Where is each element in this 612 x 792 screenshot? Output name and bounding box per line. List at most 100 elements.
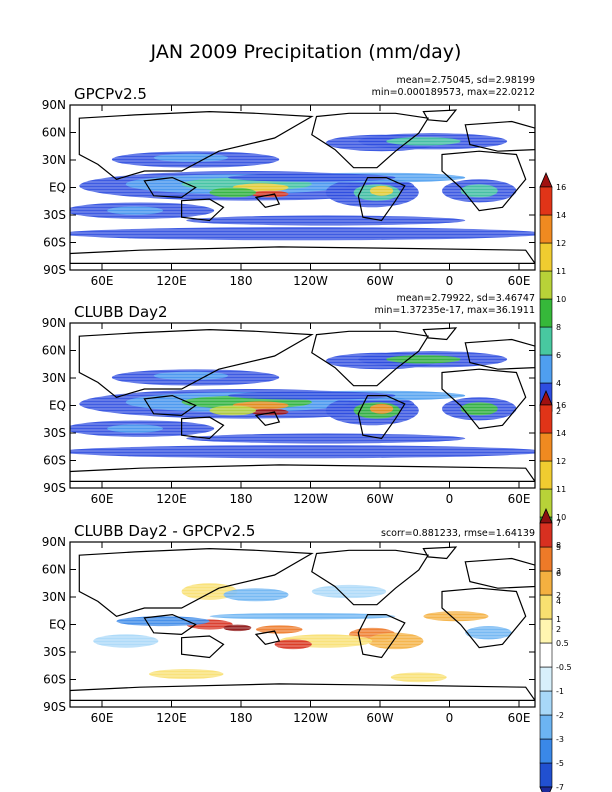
- coastline: [441, 587, 527, 649]
- field-blob: [256, 625, 303, 634]
- coastline: [70, 464, 535, 482]
- colorbar-label: 16: [556, 183, 566, 192]
- lat-label: 60N: [42, 126, 66, 140]
- lon-label: 60W: [366, 274, 393, 288]
- coastline: [464, 557, 535, 589]
- colorbar-label: 2: [556, 625, 561, 634]
- field-blob: [149, 669, 224, 679]
- lat-label: 90S: [43, 481, 66, 495]
- colorbar-segment: [539, 242, 553, 272]
- colorbar-segment: [539, 546, 553, 572]
- colorbar-segment: [539, 522, 553, 548]
- coastline: [181, 635, 225, 659]
- lat-label: 30S: [43, 645, 66, 659]
- lon-label: 120E: [156, 274, 187, 288]
- colorbar-label: 8: [556, 323, 561, 332]
- panel-stats: mean=2.75045, sd=2.98199: [397, 75, 535, 86]
- colorbar-label: -0.5: [556, 663, 572, 672]
- colorbar-top-arrow: [539, 171, 553, 188]
- lon-label: 60E: [91, 492, 114, 506]
- lat-label: 90N: [42, 98, 66, 112]
- lat-label: 60S: [43, 454, 66, 468]
- colorbar-label: -1: [556, 687, 564, 696]
- colorbar-label: -2: [556, 711, 564, 720]
- coastline: [254, 411, 281, 426]
- colorbar-label: 12: [556, 239, 566, 248]
- colorbar-label: 5: [556, 543, 561, 552]
- colorbar-segment: [539, 460, 553, 490]
- lon-label: 0: [446, 492, 454, 506]
- colorbar-label: 6: [556, 569, 561, 578]
- lat-label: 30N: [42, 153, 66, 167]
- lat-label: EQ: [49, 399, 66, 413]
- coastline: [143, 613, 197, 636]
- lon-label: 60E: [508, 274, 531, 288]
- lat-label: 60N: [42, 344, 66, 358]
- coastline: [311, 112, 430, 169]
- colorbar-label: 1: [556, 615, 561, 624]
- coastline: [181, 198, 225, 222]
- panel-title: GPCPv2.5: [74, 85, 147, 103]
- colorbar-segment: [539, 298, 553, 328]
- field-blob: [228, 173, 396, 182]
- coastline: [70, 246, 535, 264]
- field-blob: [209, 405, 256, 416]
- coastline: [357, 177, 406, 222]
- panel-stats: mean=2.79922, sd=3.46747: [397, 293, 535, 304]
- figure-title: JAN 2009 Precipitation (mm/day): [150, 41, 462, 63]
- panel-title: CLUBB Day2 - GPCPv2.5: [74, 522, 255, 540]
- lon-label: 180: [230, 711, 253, 725]
- lon-label: 60E: [508, 492, 531, 506]
- colorbar-1: 2 4 6 8 10 11 12 14 16: [539, 171, 566, 427]
- colorbar-label: 10: [556, 295, 566, 304]
- lon-label: 120E: [156, 711, 187, 725]
- colorbar-segment: [539, 618, 553, 644]
- colorbar-label: 2: [556, 591, 561, 600]
- colorbar-label: 12: [556, 457, 566, 466]
- lon-label: 60E: [91, 274, 114, 288]
- colorbar-segment: [539, 214, 553, 244]
- colorbar-segment: [539, 642, 553, 668]
- lat-label: 60N: [42, 563, 66, 577]
- coastline: [70, 683, 535, 702]
- colorbar-label: 7: [556, 519, 561, 528]
- lon-label: 0: [446, 274, 454, 288]
- colorbar-label: -7: [556, 783, 564, 792]
- lon-label: 180: [230, 274, 253, 288]
- lat-label: 30S: [43, 426, 66, 440]
- colorbar-segment: [539, 186, 553, 216]
- coastline: [78, 328, 314, 398]
- coastline: [78, 547, 314, 617]
- lat-label: EQ: [49, 181, 66, 195]
- field-blob: [465, 626, 512, 640]
- colorbar-bottom-arrow: [539, 786, 553, 792]
- field-blob: [274, 639, 312, 650]
- colorbar-label: -3: [556, 735, 564, 744]
- lon-label: 60E: [508, 711, 531, 725]
- lat-label: 90S: [43, 263, 66, 277]
- lon-label: 60W: [366, 492, 393, 506]
- coastline: [311, 330, 430, 387]
- coastline: [78, 110, 314, 180]
- field-blob: [70, 445, 535, 459]
- coastlines: [70, 327, 535, 482]
- colorbar-segment: [539, 738, 553, 764]
- field-2: [70, 323, 535, 488]
- field-blob: [93, 634, 159, 648]
- coastlines: [70, 109, 535, 264]
- colorbar-segment: [539, 432, 553, 462]
- lat-label: 30N: [42, 371, 66, 385]
- lat-label: 90N: [42, 535, 66, 549]
- colorbar-segment: [539, 270, 553, 300]
- coastline: [464, 338, 535, 370]
- coastline: [441, 368, 527, 430]
- lat-label: 90S: [43, 700, 66, 714]
- coastline: [357, 613, 406, 659]
- panel-stats: min=0.000189573, max=22.0212: [372, 87, 535, 98]
- coastline: [143, 394, 197, 417]
- colorbar-segment: [539, 762, 553, 788]
- lon-label: 60E: [91, 711, 114, 725]
